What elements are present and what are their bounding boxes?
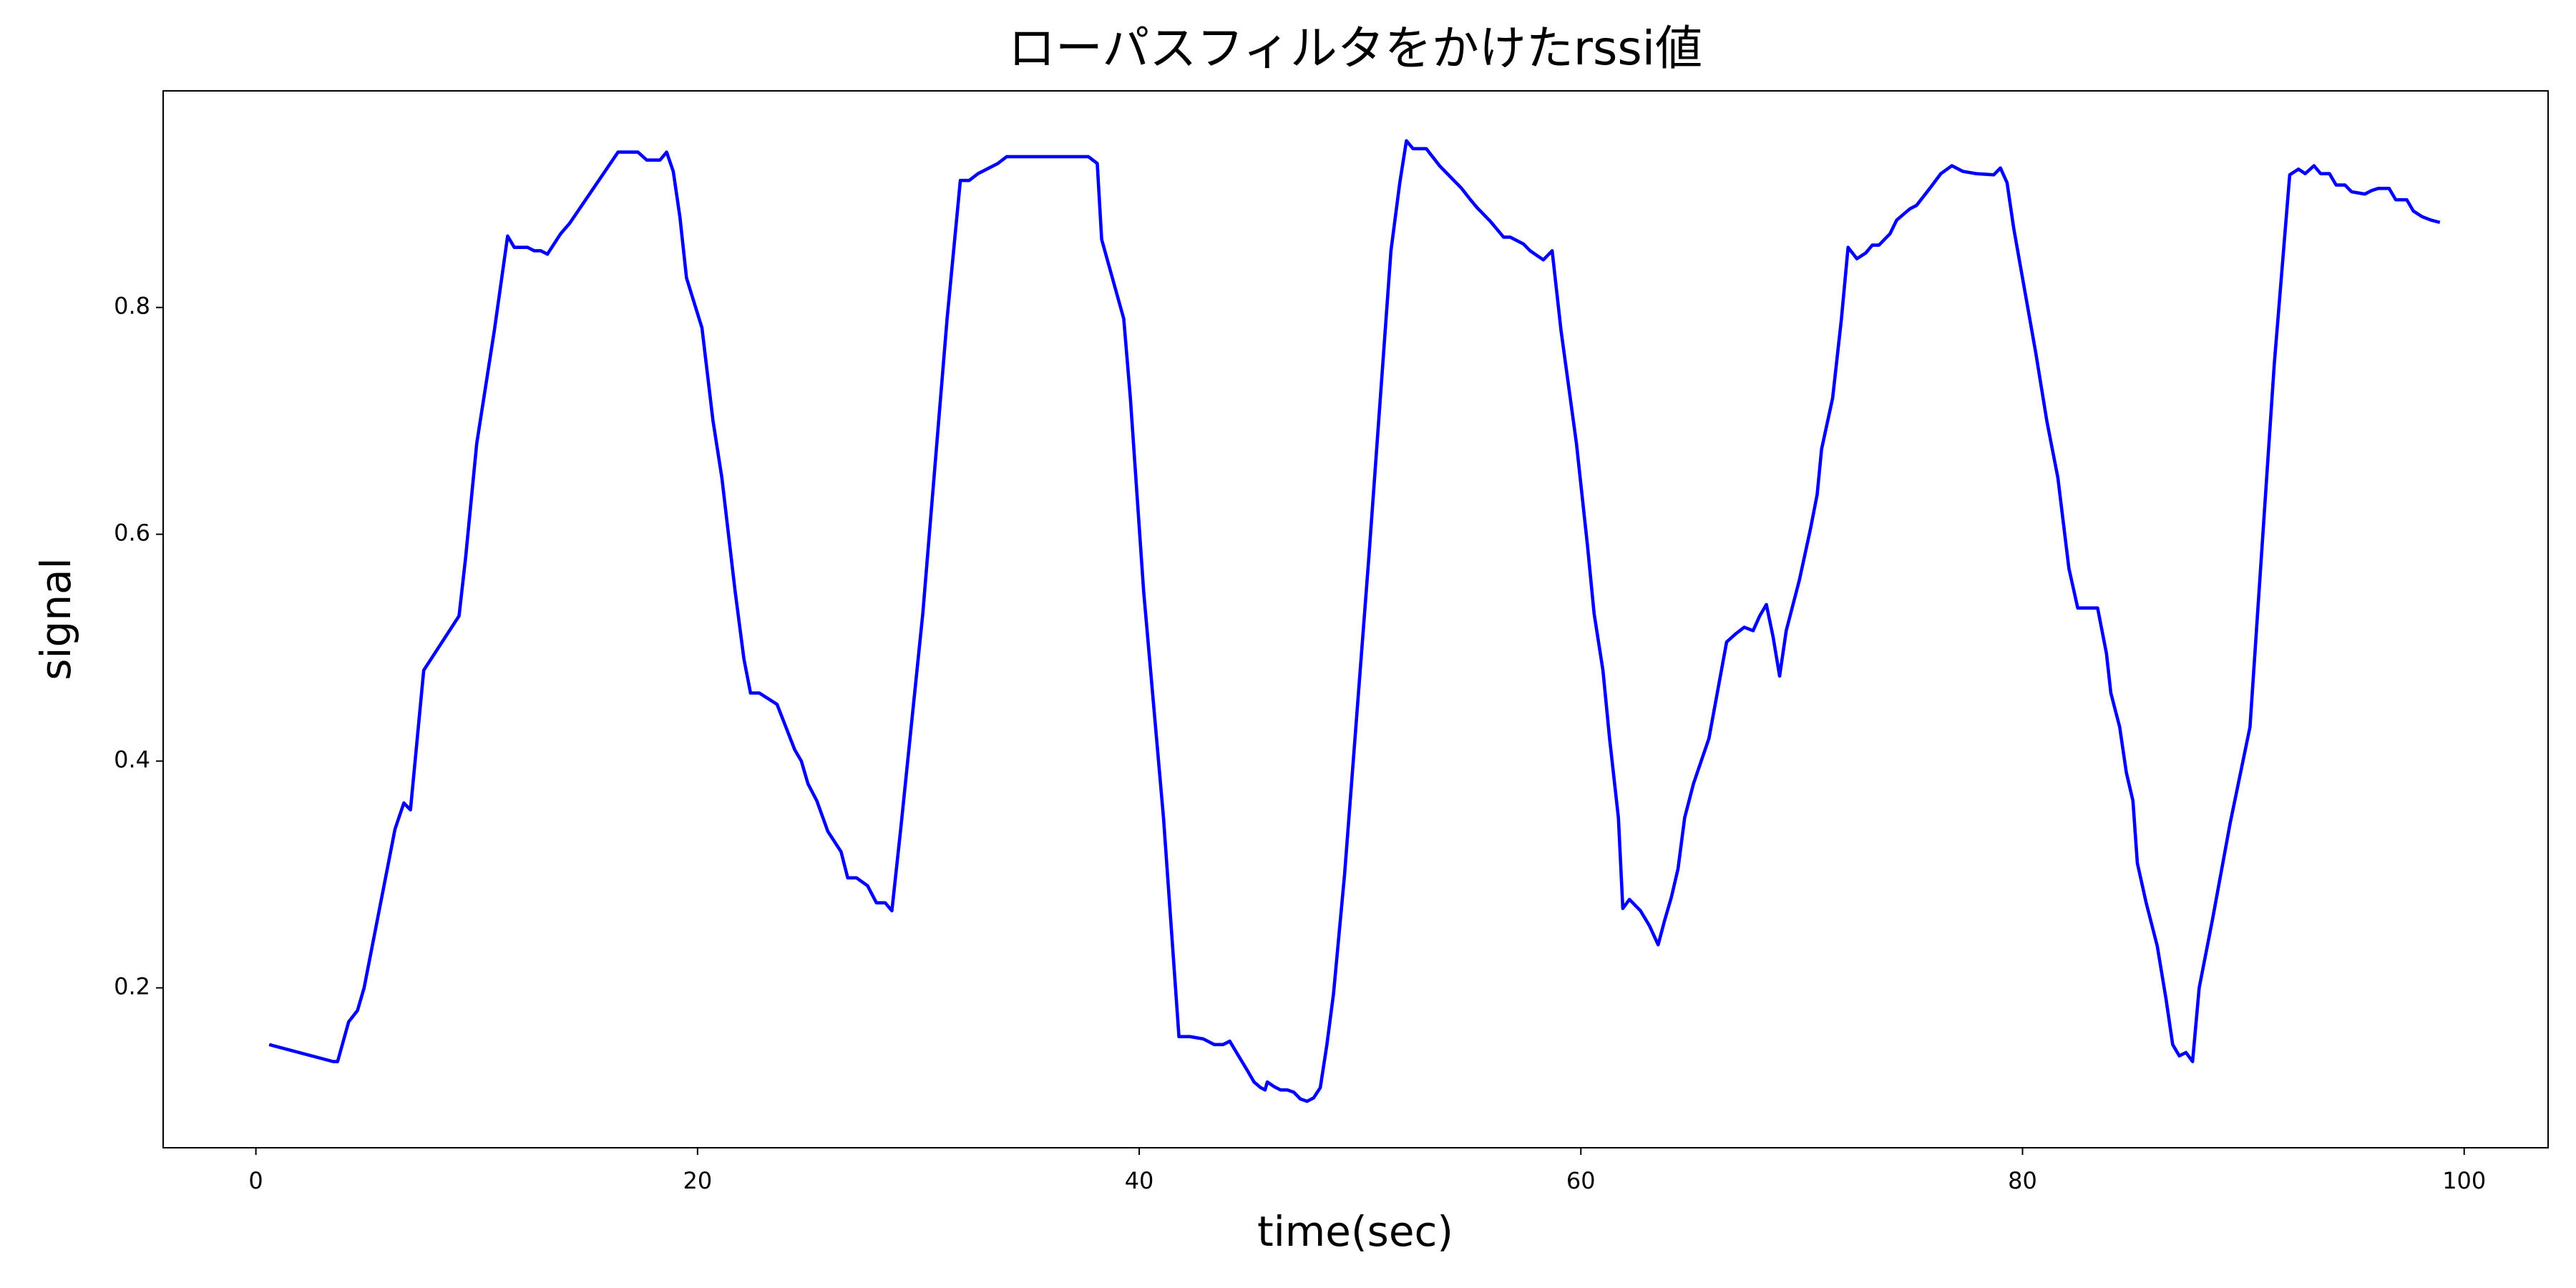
- x-tick-label: 100: [2442, 1167, 2486, 1194]
- plot-frame: [162, 90, 2549, 1148]
- y-tick-label: 0.6: [114, 519, 150, 547]
- y-axis-label: signal: [31, 557, 80, 680]
- x-axis-label: time(sec): [1257, 1207, 1453, 1256]
- x-tick-label: 60: [1566, 1167, 1596, 1194]
- x-tick-label: 0: [248, 1167, 263, 1194]
- data-line: [268, 139, 2441, 1103]
- y-tick-label: 0.4: [114, 746, 150, 774]
- chart-title: ローパスフィルタをかけたrssi値: [1008, 21, 1702, 76]
- x-tick-label: 80: [2008, 1167, 2037, 1194]
- x-tick-label: 20: [683, 1167, 712, 1194]
- y-tick-label: 0.8: [114, 293, 150, 320]
- y-tick-label: 0.2: [114, 973, 150, 1000]
- x-tick-label: 40: [1125, 1167, 1154, 1194]
